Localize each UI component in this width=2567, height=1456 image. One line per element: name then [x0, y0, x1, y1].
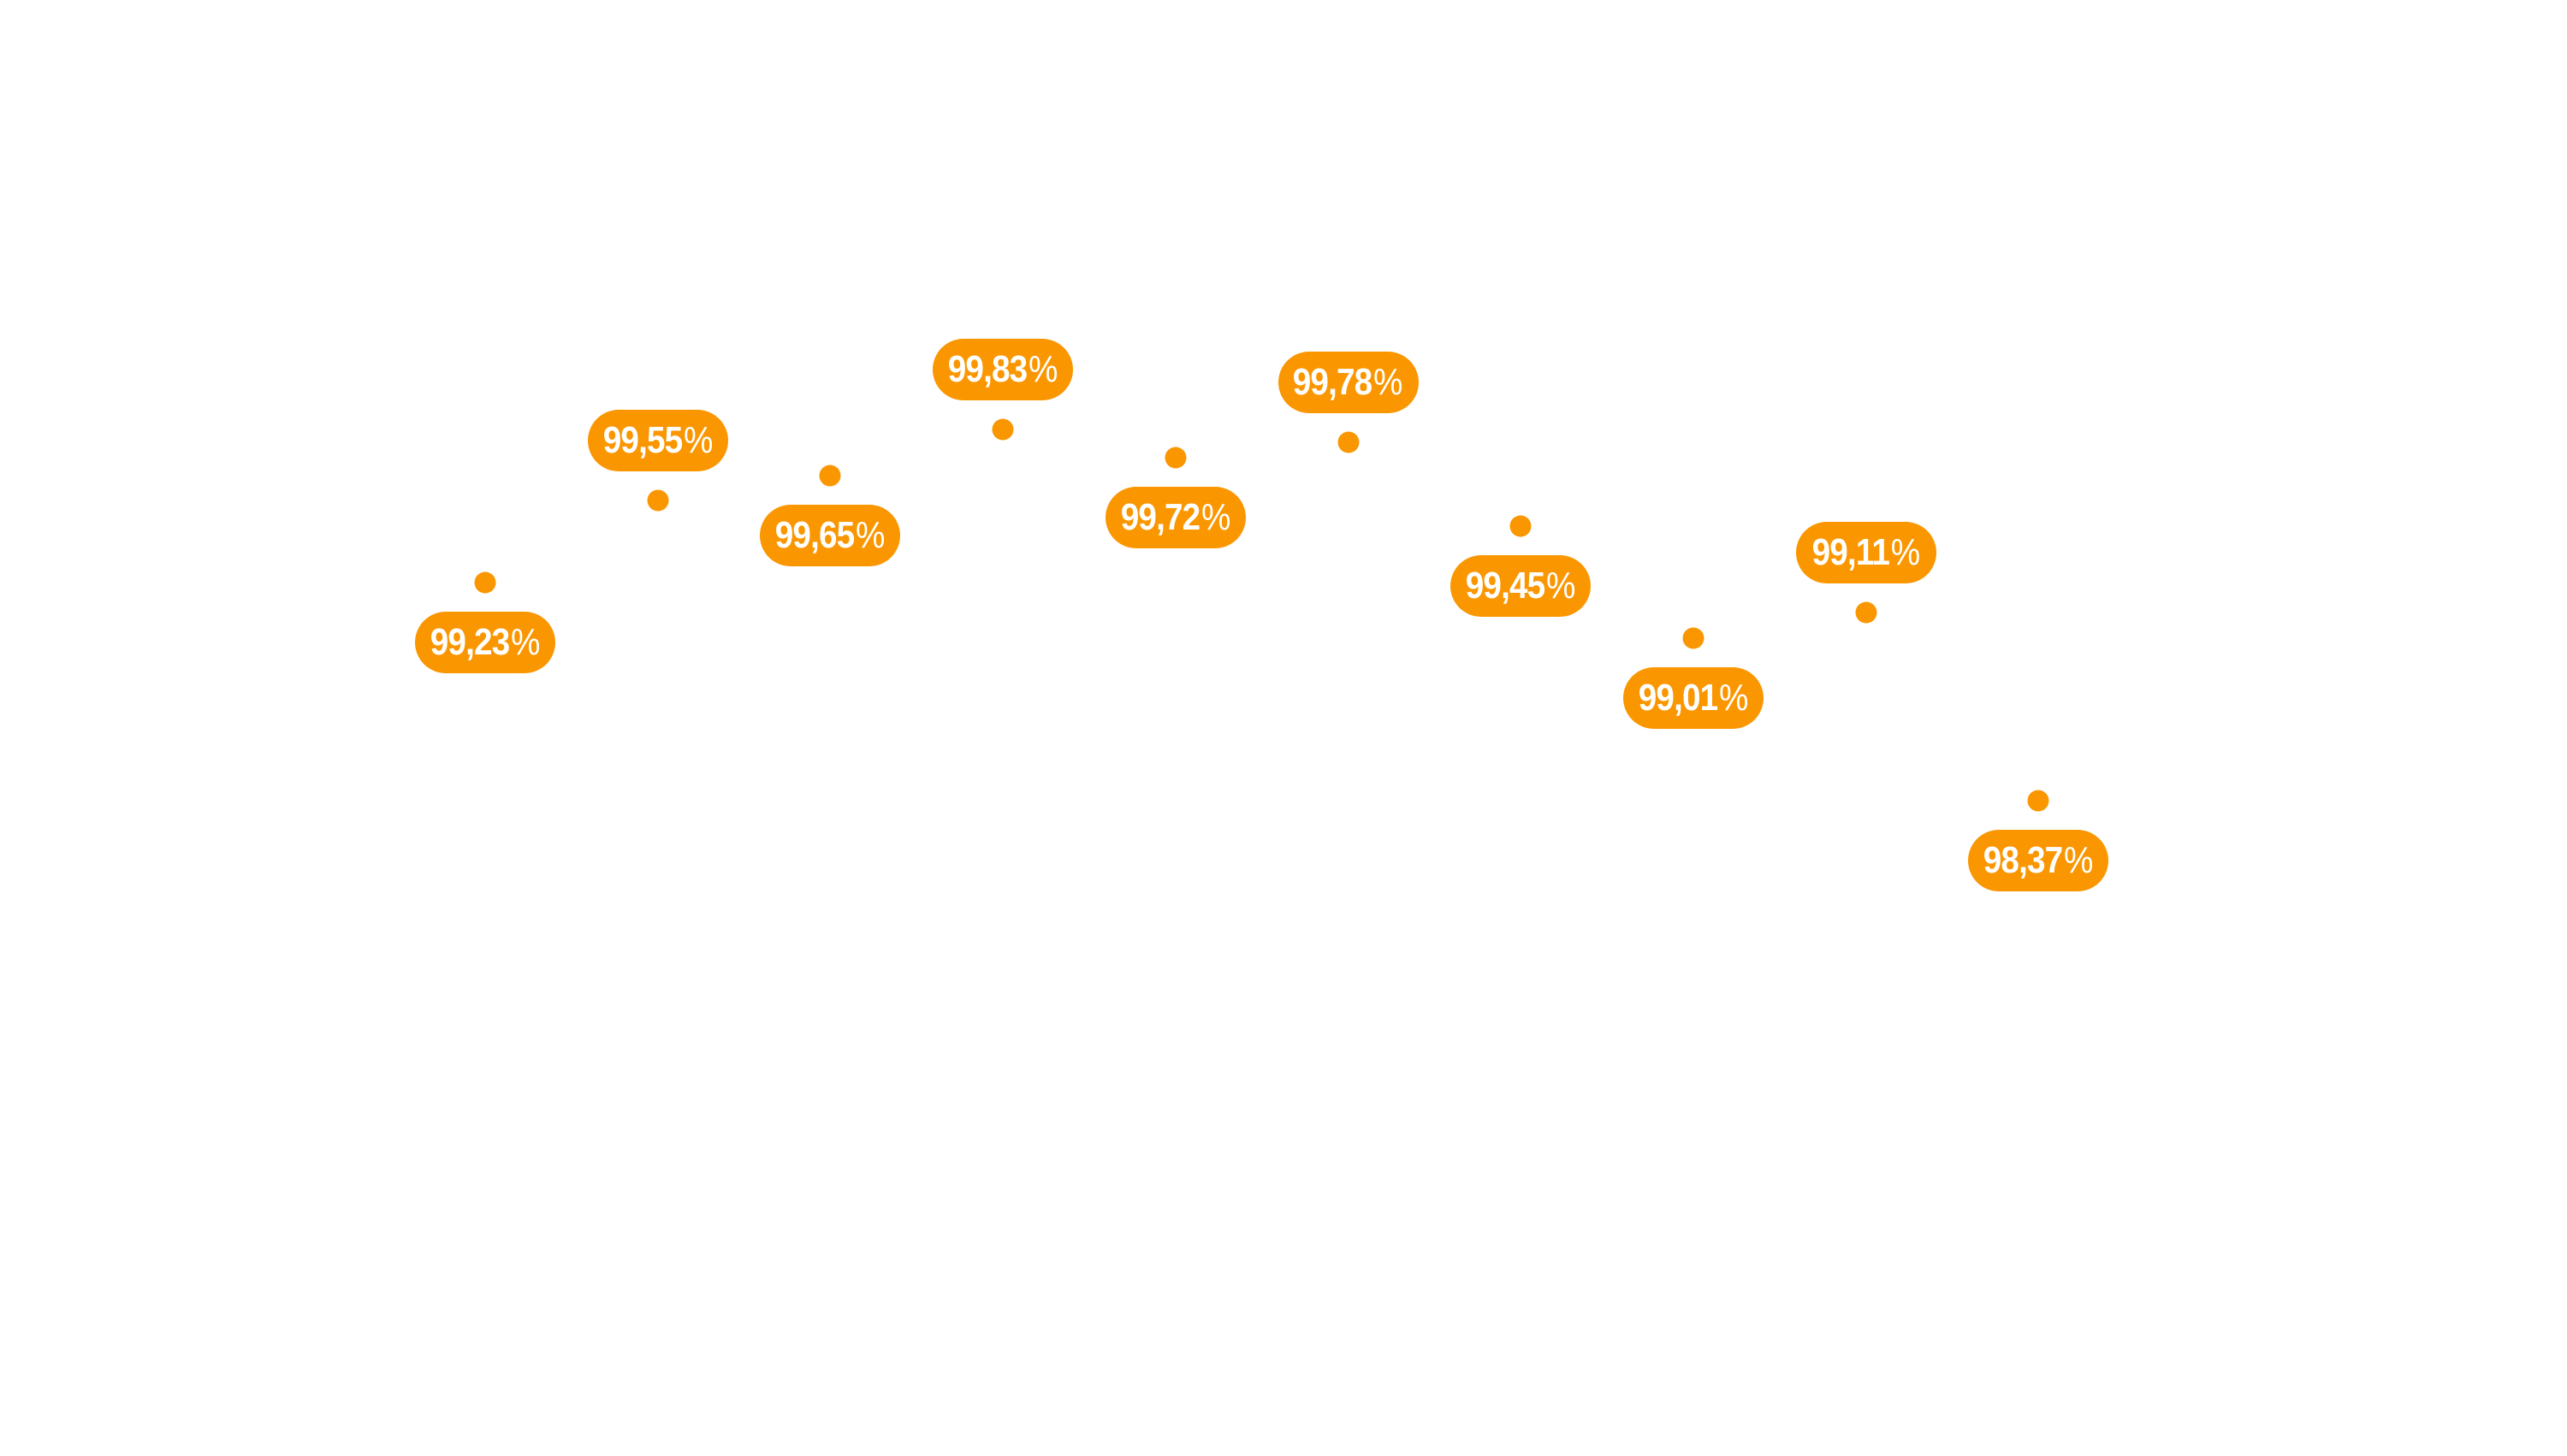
label-value: 99,55: [602, 419, 682, 462]
data-point-dot: [474, 571, 496, 593]
label-value: 99,83: [947, 348, 1028, 390]
label-value: 99,78: [1293, 360, 1372, 403]
data-point-label-pill: 99,45%: [1450, 555, 1592, 618]
data-point-label-pill: 99,72%: [1105, 486, 1246, 548]
label-value: 99,11: [1811, 531, 1889, 574]
percent-sign: %: [1201, 495, 1231, 538]
data-point-label-pill: 99,11%: [1795, 522, 1936, 584]
label-value: 98,37: [1983, 839, 2063, 882]
data-point-label-text: 99,72%: [1120, 495, 1231, 538]
percent-sign: %: [1546, 565, 1576, 607]
label-value: 99,01: [1638, 676, 1718, 719]
data-point-label-text: 99,78%: [1293, 360, 1403, 403]
percent-sign: %: [683, 419, 714, 462]
label-value: 99,45: [1465, 565, 1545, 607]
data-point-label-pill: 99,83%: [933, 339, 1074, 400]
data-point-label-pill: 98,37%: [1968, 830, 2109, 892]
percent-sign: %: [1373, 360, 1403, 403]
data-point-dot: [1682, 627, 1704, 649]
percent-sign: %: [1718, 676, 1749, 719]
data-point-label-pill: 99,23%: [415, 611, 555, 673]
data-point-label-text: 99,01%: [1638, 676, 1749, 719]
data-point-dot: [647, 489, 669, 512]
percent-sign: %: [1890, 531, 1920, 574]
data-point-label-pill: 99,78%: [1278, 351, 1419, 413]
data-point-dot: [1509, 515, 1532, 537]
data-point-dot: [1855, 601, 1877, 624]
percent-sign: %: [856, 513, 886, 556]
data-point-label-text: 99,83%: [948, 351, 1058, 388]
data-point-label-text: 99,23%: [430, 620, 541, 663]
data-point-dot: [2027, 790, 2049, 812]
data-point-dot: [1165, 447, 1187, 469]
percent-sign: %: [1028, 348, 1058, 390]
label-value: 99,23: [430, 620, 510, 663]
percent-sign: %: [510, 620, 541, 663]
data-point-label-text: 98,37%: [1983, 842, 2094, 879]
data-point-label-text: 99,55%: [602, 422, 713, 459]
label-value: 99,65: [775, 513, 855, 556]
label-value: 99,72: [1120, 495, 1200, 538]
data-point-label-pill: 99,01%: [1622, 666, 1764, 729]
data-point-label-pill: 99,65%: [760, 504, 901, 566]
data-point-dot: [819, 465, 841, 487]
data-point-dot: [992, 418, 1014, 441]
data-point-label-text: 99,45%: [1466, 567, 1576, 605]
data-point-label-text: 99,65%: [775, 513, 886, 556]
data-point-label-pill: 99,55%: [587, 410, 728, 472]
percent-sign: %: [2064, 839, 2094, 882]
data-point-label-text: 99,11%: [1811, 534, 1920, 571]
data-point-dot: [1337, 431, 1359, 453]
